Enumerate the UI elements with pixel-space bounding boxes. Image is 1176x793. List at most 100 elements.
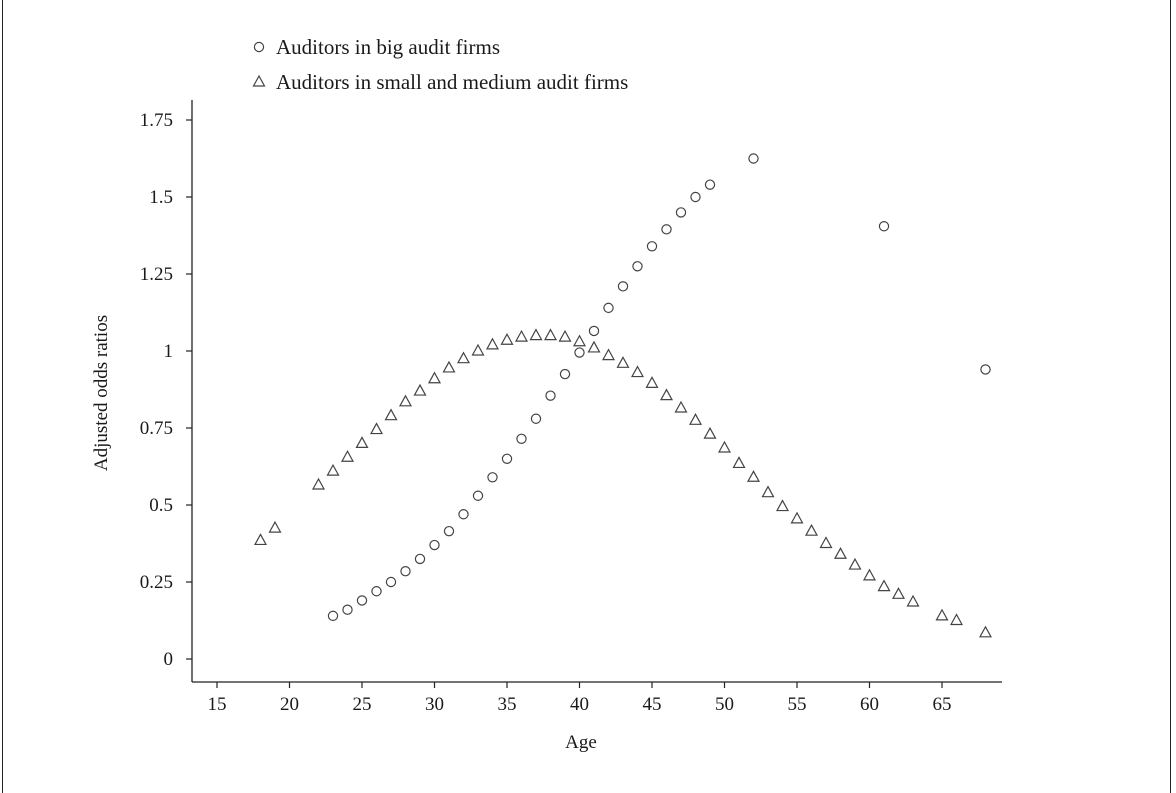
data-point	[458, 509, 469, 520]
data-point	[442, 360, 456, 373]
data-point	[253, 533, 268, 546]
series-2	[253, 328, 993, 638]
data-point	[558, 329, 572, 342]
data-point	[385, 576, 397, 588]
data-point	[340, 450, 355, 462]
x-tick-label: 40	[570, 694, 589, 715]
data-point	[472, 490, 484, 501]
data-point	[559, 368, 571, 380]
y-tick-label: 1.75	[140, 110, 173, 131]
legend-marker	[253, 41, 265, 53]
data-point	[790, 511, 804, 524]
data-point	[487, 472, 498, 483]
data-point	[471, 343, 485, 356]
data-point	[342, 604, 353, 615]
legend-label: Auditors in small and medium audit firms	[276, 70, 628, 94]
data-point	[804, 523, 819, 536]
data-point	[369, 422, 384, 435]
data-point	[646, 241, 658, 252]
y-tick-label: 0.5	[149, 495, 173, 516]
data-point	[456, 351, 471, 364]
x-tick-label: 50	[715, 694, 734, 715]
data-point	[703, 426, 717, 439]
data-point	[732, 456, 746, 469]
legend-item-1: Auditors in big audit firms	[253, 35, 500, 59]
data-point	[514, 329, 529, 342]
legend-item-2: Auditors in small and medium audit firms	[252, 70, 628, 94]
data-point	[268, 520, 282, 533]
data-point	[980, 364, 991, 375]
data-point	[862, 568, 877, 581]
data-point	[516, 433, 527, 444]
x-tick-label: 20	[280, 694, 299, 715]
x-tick-label: 15	[208, 694, 227, 715]
data-points	[253, 153, 993, 638]
data-point	[661, 224, 672, 235]
legend-label: Auditors in big audit firms	[276, 35, 500, 59]
data-point	[500, 332, 514, 345]
data-point	[371, 586, 382, 597]
data-point	[529, 328, 543, 341]
data-point	[543, 328, 558, 341]
data-point	[545, 390, 556, 401]
y-tick-label: 0	[164, 649, 174, 670]
data-point	[501, 453, 513, 464]
legend: Auditors in big audit firms Auditors in s…	[252, 35, 628, 94]
data-point	[427, 371, 442, 384]
data-point	[674, 400, 688, 413]
data-point	[398, 394, 413, 407]
y-tick-label: 1.25	[140, 264, 173, 285]
y-tick-label: 0.25	[140, 572, 173, 593]
data-point	[704, 179, 716, 190]
axes	[191, 100, 1002, 683]
data-point	[906, 594, 920, 607]
data-point	[601, 348, 616, 361]
x-tick-label: 35	[498, 694, 517, 715]
data-point	[572, 334, 587, 347]
data-point	[877, 579, 891, 592]
y-axis-ticks: 0 0.25 0.5 0.75 1 1.25 1.5 1.75	[140, 110, 192, 670]
data-point	[775, 499, 790, 512]
x-tick-label: 55	[788, 694, 807, 715]
data-point	[574, 347, 585, 358]
data-point	[717, 440, 732, 453]
data-point	[617, 281, 629, 292]
data-point	[645, 376, 659, 388]
x-tick-label: 45	[643, 694, 662, 715]
data-point	[485, 337, 500, 350]
data-point	[587, 340, 601, 353]
data-point	[761, 485, 775, 498]
data-point	[413, 383, 427, 396]
data-point	[978, 625, 993, 638]
y-tick-label: 0.75	[140, 418, 173, 439]
y-tick-label: 1.5	[149, 187, 173, 208]
data-point	[414, 553, 426, 565]
data-point	[848, 557, 862, 570]
data-point	[326, 463, 340, 476]
x-tick-label: 25	[353, 694, 372, 715]
data-point	[327, 610, 339, 622]
data-point	[355, 436, 369, 448]
data-point	[878, 221, 890, 232]
data-point	[632, 261, 643, 272]
data-point	[630, 365, 645, 378]
y-tick-label: 1	[164, 341, 174, 362]
series-1	[327, 153, 991, 622]
data-point	[690, 191, 701, 203]
data-point	[616, 356, 630, 368]
x-tick-label: 60	[860, 694, 879, 715]
data-point	[400, 566, 411, 577]
data-point	[819, 536, 833, 549]
data-point	[748, 153, 759, 164]
data-point	[384, 408, 398, 421]
data-point	[311, 477, 326, 490]
data-point	[675, 207, 687, 218]
data-point	[603, 302, 614, 314]
data-point	[688, 413, 703, 425]
data-point	[588, 325, 600, 337]
data-point	[833, 547, 848, 559]
data-point	[659, 388, 674, 401]
data-point	[935, 608, 949, 621]
legend-marker	[252, 74, 266, 87]
